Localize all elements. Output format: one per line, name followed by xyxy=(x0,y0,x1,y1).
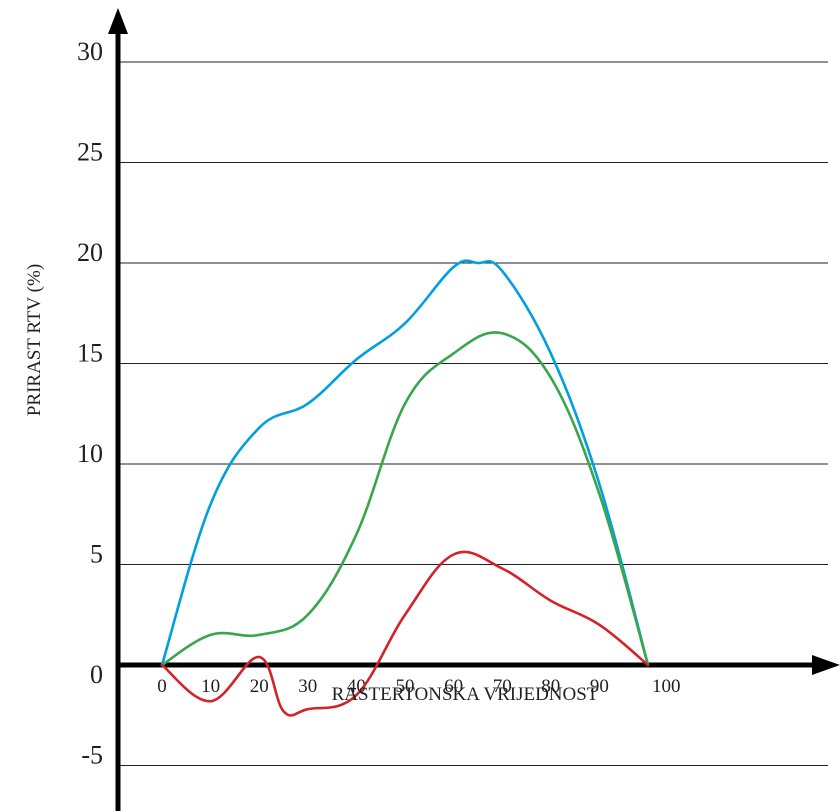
x-tick-label: 0 xyxy=(157,676,167,697)
y-tick-label: 30 xyxy=(77,37,103,66)
series-line-1 xyxy=(160,259,650,667)
y-tick-label: 15 xyxy=(77,339,103,368)
x-axis-arrow-icon xyxy=(812,655,840,675)
x-tick-label: 70 xyxy=(493,676,512,697)
axes xyxy=(108,8,840,811)
y-axis-arrow-icon xyxy=(108,8,128,34)
y-tick-label: -5 xyxy=(81,741,103,770)
y-tick-labels: 30 25 20 15 10 5 0 -5 xyxy=(77,37,103,770)
series-line-2 xyxy=(160,331,650,667)
x-axis-title: RASTERTONSKA VRIJEDNOST xyxy=(332,684,599,705)
y-axis-title: PRIRAST RTV (%) xyxy=(24,264,45,416)
x-tick-label: 20 xyxy=(250,676,269,697)
x-tick-label: 50 xyxy=(396,676,415,697)
x-tick-label: 90 xyxy=(590,676,609,697)
gridlines xyxy=(118,61,828,766)
y-tick-label: 5 xyxy=(90,540,103,569)
y-tick-label: 10 xyxy=(77,439,103,468)
x-tick-label: 10 xyxy=(201,676,220,697)
x-tick-label: 100 xyxy=(652,676,681,697)
y-tick-label: 0 xyxy=(90,660,103,689)
y-tick-label: 20 xyxy=(77,238,103,267)
series-lines xyxy=(160,259,650,717)
x-tick-label: 60 xyxy=(444,676,463,697)
y-tick-label: 25 xyxy=(77,138,103,167)
x-tick-label: 80 xyxy=(541,676,560,697)
x-tick-labels: 0 10 20 30 40 50 60 70 80 90 100 xyxy=(157,676,680,697)
x-tick-label: 30 xyxy=(298,676,317,697)
series-line-3 xyxy=(160,550,650,717)
